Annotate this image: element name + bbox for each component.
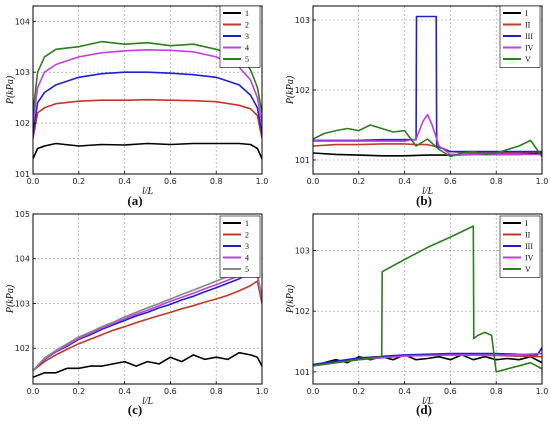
series-line-4: [33, 48, 262, 124]
legend-entry: III: [525, 242, 533, 251]
legend: 1 2 3 4 5: [219, 5, 261, 68]
series-line-V: [313, 124, 542, 158]
x-tick-label: 0.0: [27, 177, 40, 186]
y-axis-label: P(kPa): [285, 75, 296, 105]
y-tick-label: 102: [295, 86, 310, 95]
series-line-3: [33, 271, 262, 372]
series-line-5: [33, 269, 262, 372]
series-line-1: [33, 142, 262, 160]
panel-2: 0.0 0.2 0.4 0.6 0.8 1.0 102 103 104 105 l/L P(kPa) 1…: [5, 210, 268, 417]
panel-1: 0.0 0.2 0.4 0.6 0.8 1.0101102103l/LP(kPa)IIII…: [285, 5, 549, 208]
series-line-2: [33, 98, 262, 139]
y-tick-label: 101: [295, 368, 310, 377]
panel-3: 0.0 0.2 0.4 0.6 0.8 1.0101102103l/LP(kPa)IIII…: [285, 213, 549, 417]
legend-entry: III: [525, 32, 533, 41]
x-tick-label: 0.4: [398, 177, 411, 186]
y-tick-label: 104: [15, 255, 30, 264]
x-tick-label: 0.4: [118, 177, 131, 186]
series-line-2: [33, 280, 262, 372]
legend-entry: IV: [525, 44, 534, 53]
x-axis-label: l/L: [142, 396, 154, 407]
x-tick-label: 1.0: [256, 177, 269, 186]
series-line-III: [313, 15, 542, 153]
y-tick-label: 101: [15, 170, 30, 179]
legend-entry: 2: [245, 21, 249, 30]
x-tick-label: 0.4: [398, 387, 411, 396]
x-tick-label: 0.4: [118, 387, 131, 396]
x-tick-label: 0.0: [307, 387, 320, 396]
legend: 1 2 3 4 5: [219, 215, 261, 278]
x-tick-label: 1.0: [536, 387, 549, 396]
x-tick-label: 0.6: [444, 177, 457, 186]
legend-entry: 3: [245, 242, 249, 251]
series-group: [313, 15, 542, 158]
x-tick-label: 0.6: [444, 387, 457, 396]
series-line-V: [313, 225, 542, 373]
legend-entry: 1: [245, 9, 249, 18]
x-tick-label: 1.0: [256, 387, 269, 396]
plot-frame: [312, 213, 543, 385]
series-line-4: [33, 270, 262, 372]
plot-frame: [32, 213, 263, 385]
y-tick-label: 103: [15, 299, 30, 308]
x-tick-label: 0.2: [352, 177, 365, 186]
y-tick-label: 103: [295, 16, 310, 25]
plot-frame: [32, 5, 263, 175]
x-tick-label: 0.8: [210, 177, 223, 186]
series-line-III: [313, 347, 542, 366]
x-tick-label: 1.0: [536, 177, 549, 186]
panel-0: 0.0 0.2 0.4 0.6 0.8 1.0 101 102 103 104 l/L P(kPa) 1…: [5, 5, 269, 208]
y-tick-label: 101: [295, 156, 310, 165]
y-axis-label: P(kPa): [5, 75, 16, 105]
x-tick-label: 0.0: [307, 177, 320, 186]
y-tick-label: 104: [15, 17, 30, 26]
legend-entry: 3: [245, 32, 249, 41]
legend-entry: II: [525, 231, 531, 240]
legend-entry: 4: [245, 254, 249, 263]
legend-entry: I: [525, 9, 528, 18]
legend-entry: 4: [245, 44, 249, 53]
x-axis-label: l/L: [422, 186, 434, 197]
panel-label: (c): [128, 402, 142, 417]
series-group: [33, 269, 262, 379]
legend-entry: 2: [245, 231, 249, 240]
series-line-3: [33, 71, 262, 134]
y-tick-label: 103: [295, 246, 310, 255]
legend-entry: 5: [245, 265, 249, 274]
y-axis-label: P(kPa): [285, 284, 296, 314]
x-tick-label: 0.6: [164, 177, 177, 186]
x-tick-label: 0.8: [210, 387, 223, 396]
y-tick-label: 102: [15, 344, 30, 353]
x-tick-label: 0.0: [27, 387, 40, 396]
x-axis-label: l/L: [422, 396, 434, 407]
x-tick-label: 0.2: [72, 177, 85, 186]
legend-entry: I: [525, 219, 528, 228]
legend-entry: 5: [245, 55, 249, 64]
series-group: [313, 225, 542, 373]
x-tick-label: 0.8: [490, 177, 503, 186]
legend-entry: V: [525, 55, 531, 64]
y-axis-label: P(kPa): [5, 284, 16, 314]
y-tick-label: 102: [15, 119, 30, 128]
x-tick-label: 0.2: [72, 387, 85, 396]
x-tick-label: 0.8: [490, 387, 503, 396]
y-tick-label: 103: [15, 68, 30, 77]
x-tick-label: 0.2: [352, 387, 365, 396]
series-line-1: [33, 351, 262, 379]
legend-entry: 1: [245, 219, 249, 228]
panel-label: (d): [416, 402, 432, 417]
panel-label: (a): [127, 193, 142, 208]
x-axis-label: l/L: [142, 186, 154, 197]
x-tick-label: 0.6: [164, 387, 177, 396]
legend-entry: V: [525, 265, 531, 274]
panel-label: (b): [416, 193, 432, 208]
legend-entry: II: [525, 21, 531, 30]
y-tick-label: 105: [15, 210, 30, 219]
series-line-IV: [313, 113, 542, 156]
legend-entry: IV: [525, 254, 534, 263]
y-tick-label: 102: [295, 307, 310, 316]
